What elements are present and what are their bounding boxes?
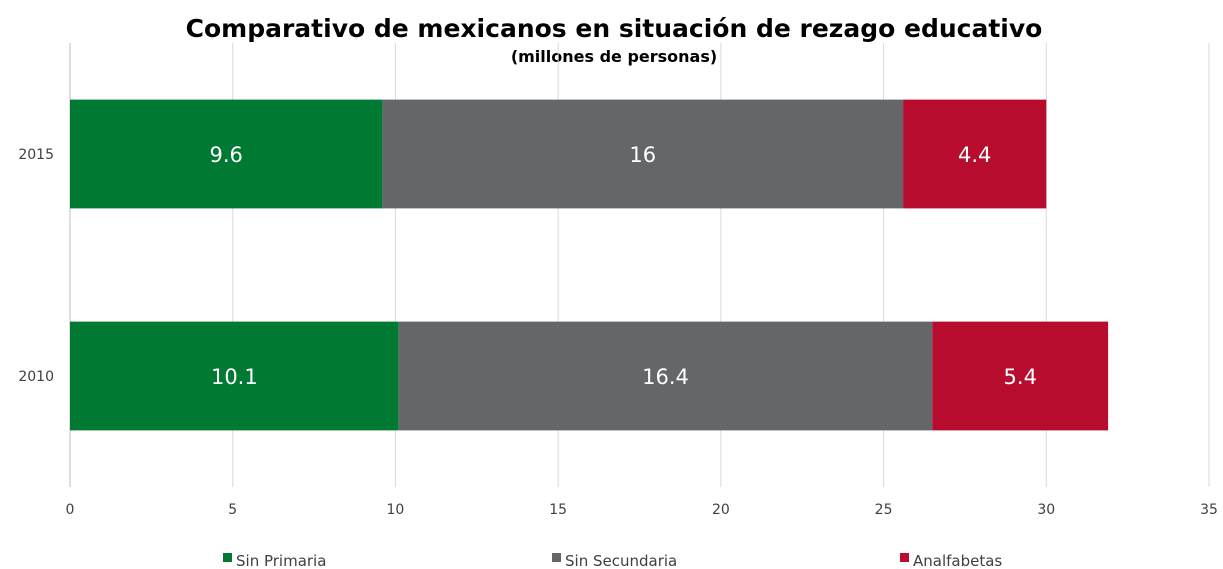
legend-label: Analfabetas — [913, 552, 1002, 569]
bar-segment — [70, 99, 383, 209]
bar-value-label: 9.6 — [210, 143, 243, 167]
legend-swatch — [223, 553, 232, 562]
bar-value-label: 10.1 — [211, 365, 258, 389]
chart-subtitle: (millones de personas) — [511, 47, 717, 66]
x-tick-label: 5 — [228, 502, 237, 518]
legend-swatch — [900, 553, 909, 562]
x-tick-label: 0 — [66, 502, 75, 518]
x-tick-label: 10 — [387, 502, 405, 518]
x-tick-label: 20 — [712, 502, 730, 518]
category-labels: 2015 2010 — [18, 147, 54, 385]
legend-label: Sin Secundaria — [565, 552, 677, 569]
bar-segment — [382, 99, 904, 209]
bar-segment — [932, 321, 1109, 431]
legend: Sin Primaria Sin Secundaria Analfabetas — [223, 552, 1002, 569]
category-label: 2010 — [18, 369, 54, 385]
legend-label: Sin Primaria — [236, 552, 326, 569]
x-tick-label: 15 — [549, 502, 567, 518]
bar-segment — [70, 321, 399, 431]
bar-segment — [903, 99, 1047, 209]
x-axis-ticks: 0 5 10 15 20 25 30 35 — [66, 502, 1218, 518]
bar-segment — [398, 321, 933, 431]
x-tick-label: 25 — [875, 502, 893, 518]
chart-title: Comparativo de mexicanos en situación de… — [186, 14, 1043, 43]
bar-value-label: 16 — [629, 143, 656, 167]
bars: 9.6 16 4.4 10.1 16.4 5.4 — [70, 99, 1109, 431]
x-tick-label: 30 — [1037, 502, 1055, 518]
bar-value-label: 5.4 — [1004, 365, 1037, 389]
bar-value-label: 16.4 — [642, 365, 689, 389]
category-label: 2015 — [18, 147, 54, 163]
x-tick-label: 35 — [1200, 502, 1218, 518]
legend-swatch — [552, 553, 561, 562]
bar-value-label: 4.4 — [958, 143, 991, 167]
